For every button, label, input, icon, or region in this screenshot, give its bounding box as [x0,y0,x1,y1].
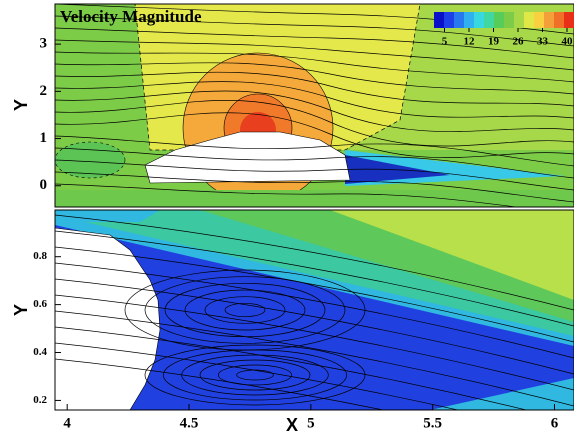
streamline [55,62,574,95]
streamline [55,159,574,191]
streamline [164,282,326,338]
streamline [55,81,574,119]
colorbar-tick-label: 12 [464,36,476,48]
streamline [55,90,574,132]
colorbar-tick-label: 33 [537,36,549,48]
x-axis-label: X [286,415,298,434]
streamline [55,214,574,311]
chart-title: Velocity Magnitude [60,7,202,26]
y-axis-label: Y [11,99,31,111]
streamline [199,359,311,391]
y-tick-label: 2 [40,83,48,99]
streamline [204,296,286,324]
streamline [55,230,574,327]
colorbar: 5 12 19 26 33 40 [434,12,574,48]
streamline [162,349,348,401]
streamline [55,183,520,207]
streamline [55,147,574,179]
x-tick-label: 4.5 [180,415,199,431]
streamline [55,326,528,410]
streamline [55,15,574,47]
streamline [55,39,574,71]
streamline [55,262,574,359]
x-tick-label: 5.5 [423,415,442,431]
y-axis-label: Y [11,304,31,316]
streamline [217,364,293,386]
y-tick-label: 0 [40,177,48,193]
y-tick-label: 1 [40,130,48,146]
streamline [144,276,346,344]
bottom-frame [54,209,574,411]
colorbar-tick-label: 5 [442,36,448,48]
y-tick-label: 0.2 [33,394,47,406]
streamline [181,354,329,396]
streamline [55,358,385,410]
x-tick-label: 6 [551,415,559,431]
y-tick-label: 3 [40,36,48,52]
streamline [144,344,366,406]
streamline [55,171,574,203]
y-tick-label: 0.4 [33,346,47,358]
streamline [55,112,574,158]
x-tick-label: 4 [63,415,71,431]
streamline [55,100,574,147]
bottom-field [55,210,574,410]
streamline [224,302,266,318]
y-tick-label: 0.8 [33,250,47,262]
streamline [55,310,574,407]
streamline [236,369,274,381]
streamline [184,289,306,331]
streamline [55,71,574,107]
colorbar-tick-label: 26 [513,36,525,48]
colorbar-tick-label: 40 [562,36,574,48]
streamline [55,294,574,391]
streamline [55,135,574,167]
colorbar-tick-label: 19 [488,36,500,48]
streamline [55,342,460,410]
streamline [55,278,574,375]
streamline [55,27,574,59]
top-frame [54,3,574,208]
streamline [55,51,574,83]
x-tick-label: 5 [307,415,315,431]
top-field [55,4,574,207]
y-tick-label: 0.6 [33,298,47,310]
